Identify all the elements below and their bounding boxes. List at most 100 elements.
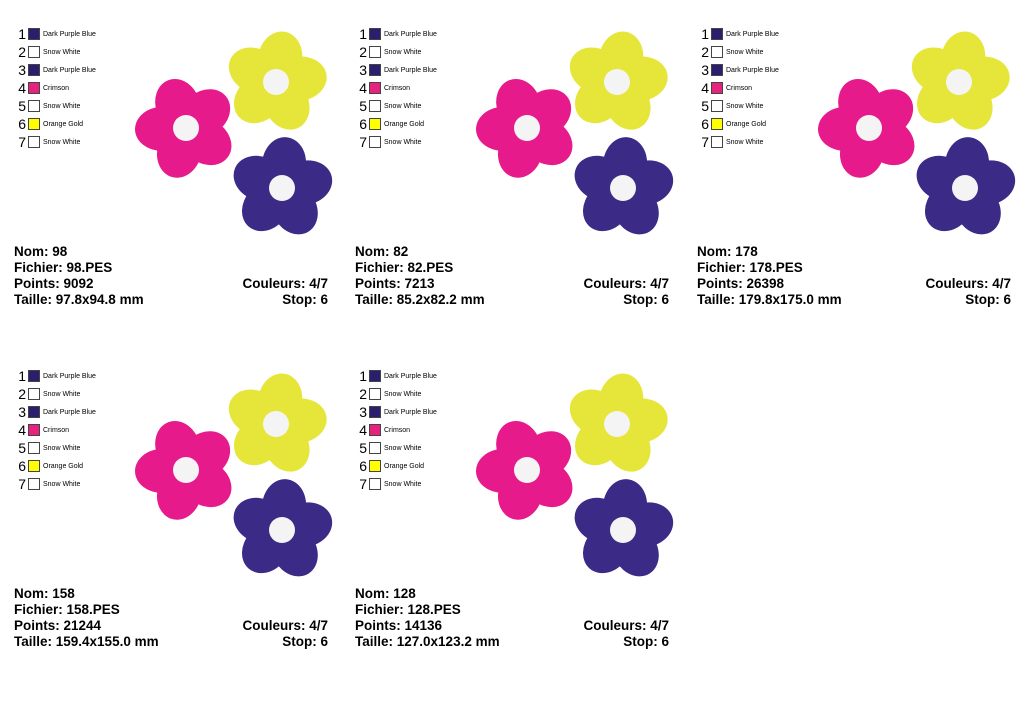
- palette-color-name: Dark Purple Blue: [384, 408, 437, 416]
- yellow-flower: [228, 31, 327, 130]
- palette-number: 2: [18, 44, 26, 60]
- palette-swatch: [369, 46, 381, 58]
- palette-number: 6: [701, 116, 709, 132]
- palette-number: 2: [359, 386, 367, 402]
- palette-color-name: Orange Gold: [726, 120, 767, 128]
- palette-swatch: [369, 136, 381, 148]
- design-points: Points: 7213: [355, 276, 435, 291]
- design-card: 1 Dark Purple Blue 2 Snow White 3 Dark P…: [355, 342, 685, 672]
- palette-row: 7 Snow White: [355, 476, 421, 492]
- flower-center: [952, 175, 978, 201]
- palette-number: 4: [701, 80, 709, 96]
- palette-swatch: [711, 64, 723, 76]
- design-card: 1 Dark Purple Blue 2 Snow White 3 Dark P…: [355, 0, 685, 330]
- flower-center: [514, 115, 540, 141]
- palette-number: 7: [701, 134, 709, 150]
- palette-number: 1: [359, 368, 367, 384]
- design-size: Taille: 159.4x155.0 mm: [14, 634, 159, 649]
- design-points: Points: 9092: [14, 276, 94, 291]
- palette-number: 3: [359, 62, 367, 78]
- palette-color-name: Orange Gold: [384, 462, 425, 470]
- design-file: Fichier: 98.PES: [14, 260, 113, 275]
- palette-color-name: Snow White: [726, 138, 764, 146]
- palette-swatch: [711, 82, 723, 94]
- design-name: Nom: 158: [14, 586, 75, 601]
- design-colors: Couleurs: 4/7: [583, 618, 669, 633]
- purple-flower: [233, 137, 333, 235]
- palette-swatch: [28, 136, 40, 148]
- palette-number: 3: [359, 404, 367, 420]
- flower-center: [269, 175, 295, 201]
- palette-color-name: Snow White: [43, 138, 81, 146]
- palette-number: 1: [18, 26, 26, 42]
- palette-row: 7 Snow White: [14, 134, 80, 150]
- palette-swatch: [369, 406, 381, 418]
- purple-flower: [233, 479, 333, 577]
- design-colors: Couleurs: 4/7: [242, 276, 328, 291]
- palette-swatch: [369, 118, 381, 130]
- palette-color-name: Snow White: [384, 138, 422, 146]
- palette-color-name: Crimson: [43, 84, 70, 92]
- palette-swatch: [28, 388, 40, 400]
- palette-color-name: Dark Purple Blue: [43, 408, 96, 416]
- palette-row: 4 Crimson: [697, 80, 752, 96]
- palette-color-name: Snow White: [43, 48, 81, 56]
- flower-center: [263, 69, 289, 95]
- palette-row: 4 Crimson: [14, 80, 69, 96]
- palette-row: 5 Snow White: [14, 98, 80, 114]
- flower-center: [173, 115, 199, 141]
- palette-swatch: [711, 136, 723, 148]
- palette-color-name: Crimson: [384, 426, 411, 434]
- palette-color-name: Snow White: [726, 102, 764, 110]
- palette-swatch: [369, 370, 381, 382]
- palette-number: 1: [701, 26, 709, 42]
- palette-row: 2 Snow White: [697, 44, 763, 60]
- flower-center: [269, 517, 295, 543]
- design-stops: Stop: 6: [623, 634, 669, 649]
- palette-color-name: Orange Gold: [384, 120, 425, 128]
- palette-swatch: [28, 460, 40, 472]
- palette-swatch: [28, 370, 40, 382]
- palette-swatch: [28, 478, 40, 490]
- design-name: Nom: 82: [355, 244, 409, 259]
- palette-row: 5 Snow White: [697, 98, 763, 114]
- palette-number: 7: [359, 476, 367, 492]
- palette-swatch: [369, 82, 381, 94]
- design-name: Nom: 98: [14, 244, 68, 259]
- design-points: Points: 26398: [697, 276, 785, 291]
- palette-swatch: [369, 64, 381, 76]
- pink-flower: [135, 420, 232, 520]
- palette-color-name: Snow White: [384, 102, 422, 110]
- palette-row: 3 Dark Purple Blue: [14, 62, 96, 78]
- yellow-flower: [911, 31, 1010, 130]
- design-colors: Couleurs: 4/7: [925, 276, 1011, 291]
- flower-center: [173, 457, 199, 483]
- palette-number: 4: [18, 80, 26, 96]
- palette-row: 5 Snow White: [14, 440, 80, 456]
- palette-row: 1 Dark Purple Blue: [697, 26, 779, 42]
- palette-color-name: Crimson: [384, 84, 411, 92]
- palette-color-name: Orange Gold: [43, 462, 84, 470]
- palette-row: 1 Dark Purple Blue: [355, 26, 437, 42]
- palette-color-name: Snow White: [43, 444, 81, 452]
- palette-color-name: Snow White: [726, 48, 764, 56]
- flower-embroidery-preview: [476, 373, 674, 577]
- design-name: Nom: 178: [697, 244, 758, 259]
- palette-number: 6: [359, 116, 367, 132]
- palette-swatch: [711, 28, 723, 40]
- flower-embroidery-preview: [135, 373, 333, 577]
- design-size: Taille: 97.8x94.8 mm: [14, 292, 144, 307]
- palette-swatch: [28, 406, 40, 418]
- design-card: 1 Dark Purple Blue 2 Snow White 3 Dark P…: [697, 0, 1024, 330]
- flower-center: [263, 411, 289, 437]
- palette-row: 3 Dark Purple Blue: [14, 404, 96, 420]
- palette-color-name: Snow White: [384, 390, 422, 398]
- yellow-flower: [569, 31, 668, 130]
- palette-swatch: [369, 28, 381, 40]
- design-points: Points: 14136: [355, 618, 443, 633]
- palette-color-name: Snow White: [384, 48, 422, 56]
- palette-number: 4: [359, 422, 367, 438]
- palette-swatch: [369, 424, 381, 436]
- design-points: Points: 21244: [14, 618, 102, 633]
- palette-color-name: Dark Purple Blue: [43, 372, 96, 380]
